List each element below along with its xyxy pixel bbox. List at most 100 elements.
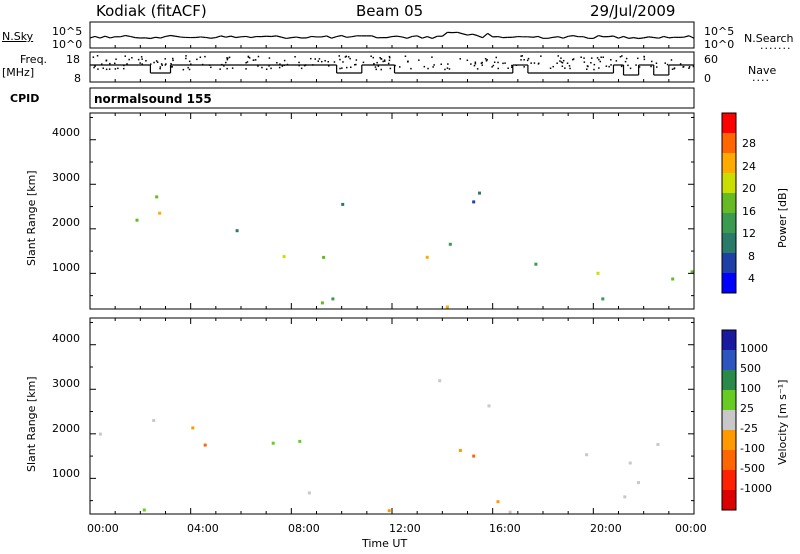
nave-dot xyxy=(115,58,117,60)
nave-dot xyxy=(572,58,574,61)
noise-sky-line xyxy=(573,35,579,38)
noise-sky-line xyxy=(547,36,554,39)
noise-sky-line xyxy=(613,35,619,39)
nave-dot xyxy=(387,62,390,65)
noise-sky-line xyxy=(94,35,101,39)
noise-sky-line xyxy=(401,36,408,39)
noise-sky-line xyxy=(532,35,539,38)
power-cell xyxy=(135,218,139,222)
nave-dot xyxy=(226,57,228,59)
noise-sky-line xyxy=(593,35,599,39)
nave-dot xyxy=(92,56,95,58)
nave-dot xyxy=(219,68,221,70)
power-cell xyxy=(445,305,449,309)
nave-dot xyxy=(593,63,596,66)
nave-dot xyxy=(254,59,257,61)
nave-dot xyxy=(389,67,392,70)
noise-sky-line xyxy=(512,35,518,38)
noise-sky-line xyxy=(497,36,503,39)
nave-dot xyxy=(257,55,260,58)
nave-dot xyxy=(605,65,608,67)
nave-dot xyxy=(670,59,673,61)
velocity-cbar-label: Velocity [m s⁻¹] xyxy=(776,379,789,465)
nave-dot xyxy=(410,67,412,70)
nave-dot xyxy=(374,66,377,68)
noise-sky-line xyxy=(457,31,463,35)
power-ytick-4000: 4000 xyxy=(52,126,80,139)
power-cell xyxy=(341,202,345,206)
axis-ticks xyxy=(89,45,695,514)
nave-dot xyxy=(590,62,592,64)
nave-dot xyxy=(265,68,268,70)
nave-dot xyxy=(204,55,206,58)
nave-dot xyxy=(188,68,191,71)
noise-sky-line xyxy=(583,36,589,39)
nave-dot xyxy=(533,62,536,64)
noise-panel-frame xyxy=(89,21,695,49)
noise-sky-line xyxy=(618,35,624,39)
noise-sky-line xyxy=(276,35,282,38)
vel-cbar-tick-neg1000: -1000 xyxy=(740,482,772,495)
nave-dot xyxy=(596,57,599,59)
nave-dot xyxy=(124,55,126,57)
noise-sky-line xyxy=(215,35,222,39)
vel-ytick-1000: 1000 xyxy=(52,467,80,480)
xtick-0000: 00:00 xyxy=(87,522,119,535)
nave-label: Nave xyxy=(748,64,777,77)
xtick-2400: 00:00 xyxy=(675,522,707,535)
nave-dot xyxy=(656,66,658,68)
power-cbar-tick-24: 24 xyxy=(742,160,756,173)
power-ytick-1000: 1000 xyxy=(52,261,80,274)
cpid-value: normalsound 155 xyxy=(94,92,212,106)
nave-dot xyxy=(126,63,128,65)
nave-dot xyxy=(105,68,108,71)
velocity-panel-frame xyxy=(89,317,695,515)
noise-sky-line xyxy=(235,36,242,39)
noise-sky-line xyxy=(688,35,695,39)
nave-dot xyxy=(560,61,563,63)
nave-dot xyxy=(688,66,691,68)
nave-dot xyxy=(324,60,326,62)
nave-dot xyxy=(620,65,623,68)
nave-dot xyxy=(679,63,682,65)
beam-title: Beam 05 xyxy=(356,2,424,20)
nave-dot xyxy=(279,63,281,65)
noise-sky-line xyxy=(386,35,393,39)
vel-cbar-tick-1000: 1000 xyxy=(740,342,768,355)
nave-dot xyxy=(580,56,582,58)
nave-dot xyxy=(566,62,569,64)
nave-dot xyxy=(227,57,229,59)
velocity-cell xyxy=(656,443,660,446)
nave-dot xyxy=(380,58,382,60)
noise-sky-line xyxy=(472,33,478,37)
xtick-0800: 08:00 xyxy=(288,522,320,535)
nave-dot xyxy=(346,66,348,69)
nave-dot xyxy=(610,59,612,61)
nave-dot xyxy=(245,68,247,70)
nave-dot xyxy=(446,67,449,69)
noise-sky-line xyxy=(341,34,347,38)
velocity-cell xyxy=(191,426,195,430)
nave-dot xyxy=(172,57,174,60)
nave-dot xyxy=(137,58,140,61)
noise-sky-line xyxy=(633,37,639,40)
nave-dot xyxy=(692,65,695,68)
nave-dot xyxy=(252,59,255,61)
nave-dot xyxy=(161,64,163,66)
nave-dot xyxy=(507,67,509,69)
nave-dot xyxy=(380,68,382,71)
nave-dot xyxy=(600,56,602,58)
nave-dot xyxy=(327,61,329,63)
noise-sky-line xyxy=(351,35,357,38)
nave-dot xyxy=(97,68,99,70)
nsky-label: N.Sky xyxy=(2,30,34,43)
velocity-cbar-swatch xyxy=(722,330,736,350)
nave-dot xyxy=(673,67,676,69)
power-cbar-label: Power [dB] xyxy=(776,188,789,248)
nave-dot xyxy=(228,56,231,59)
nave-dot xyxy=(564,67,566,69)
nave-dot xyxy=(427,67,429,70)
nave-dot xyxy=(619,56,622,58)
noise-sky-line xyxy=(668,36,674,39)
nave-dot xyxy=(102,67,104,69)
